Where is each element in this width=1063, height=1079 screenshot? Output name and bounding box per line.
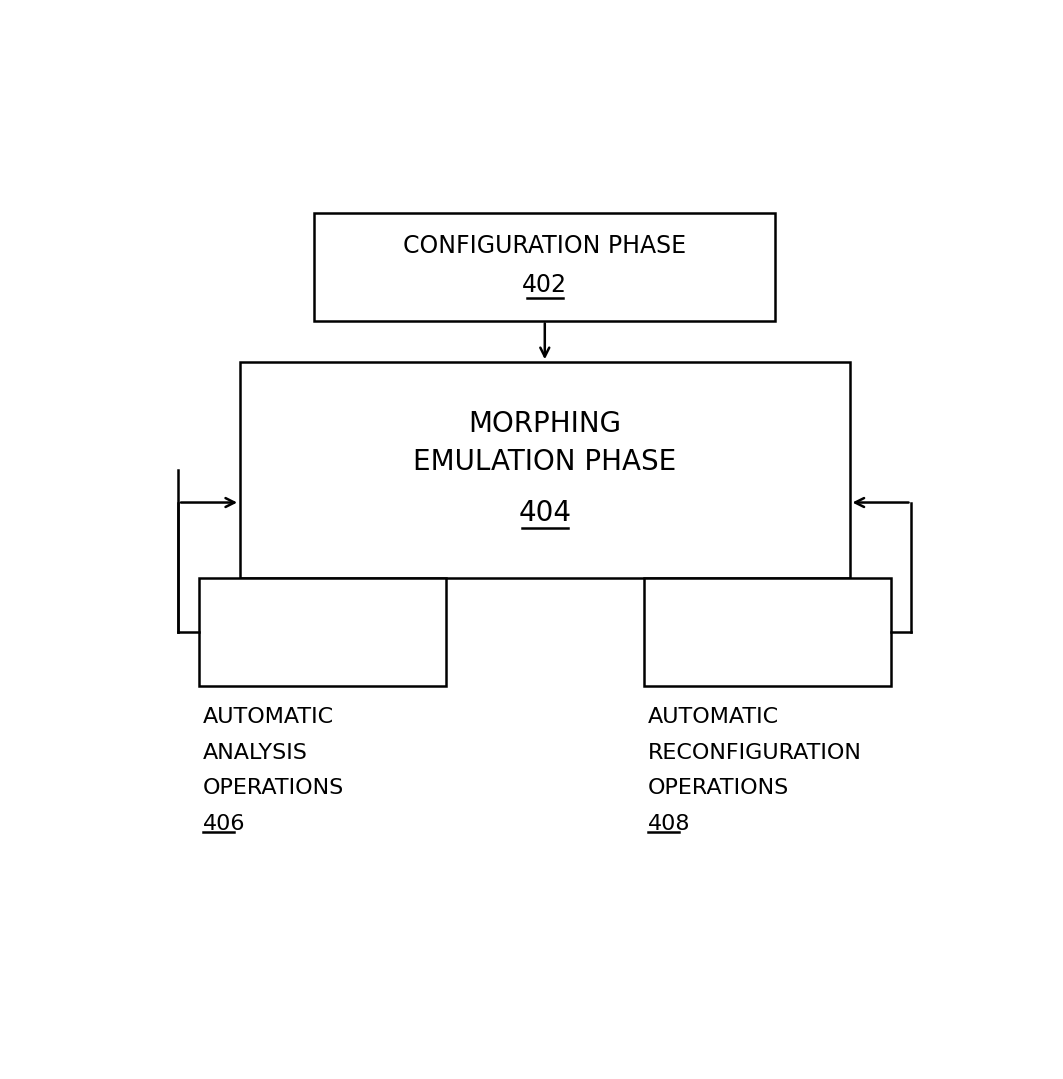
Text: CONFIGURATION PHASE: CONFIGURATION PHASE — [403, 234, 687, 258]
Bar — [644, 578, 891, 686]
Text: EMULATION PHASE: EMULATION PHASE — [414, 448, 676, 476]
Text: 408: 408 — [647, 814, 690, 834]
Text: RECONFIGURATION: RECONFIGURATION — [647, 742, 862, 763]
Text: AUTOMATIC: AUTOMATIC — [203, 707, 334, 727]
Text: 406: 406 — [203, 814, 246, 834]
Text: 402: 402 — [522, 273, 568, 297]
Text: 404: 404 — [519, 500, 571, 528]
Bar — [315, 213, 776, 320]
Bar — [240, 363, 849, 578]
Bar — [199, 578, 446, 686]
Text: OPERATIONS: OPERATIONS — [647, 778, 789, 798]
Text: ANALYSIS: ANALYSIS — [203, 742, 308, 763]
Text: AUTOMATIC: AUTOMATIC — [647, 707, 779, 727]
Text: MORPHING: MORPHING — [469, 410, 621, 438]
Text: OPERATIONS: OPERATIONS — [203, 778, 344, 798]
